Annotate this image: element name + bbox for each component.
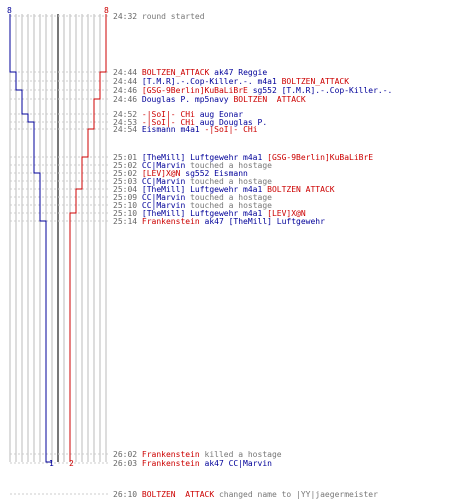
player-count-graph <box>9 14 110 495</box>
event-time: 25:02 <box>113 161 142 170</box>
event-text: Frankenstein <box>141 450 200 459</box>
event-text: sg552 <box>180 169 215 178</box>
event-text: Douglas P. <box>141 95 191 104</box>
event-row: 26:10 BOLTZEN ATTACK changed name to |YY… <box>113 490 378 499</box>
blue-team-line <box>9 14 52 463</box>
event-text: m4a1 <box>238 185 268 194</box>
event-row: 24:32 round started <box>113 12 205 21</box>
event-text: CC|Marvin <box>141 161 186 170</box>
event-text: BOLTZEN_ATTACK <box>281 77 350 86</box>
event-text: Eismann <box>214 169 248 178</box>
event-time: 25:09 <box>113 193 142 202</box>
event-text: BOLTZEN ATTACK <box>267 185 335 194</box>
event-time: 25:04 <box>113 185 142 194</box>
event-text: m4a1 <box>238 209 268 218</box>
event-text: [LEV]X@N <box>141 169 181 178</box>
event-row: 25:03 CC|Marvin touched a hostage <box>113 177 272 186</box>
event-text: CC|Marvin <box>228 459 272 468</box>
event-row: 24:44 [T.M.R].-.Cop-Killer.-. m4a1 BOLTZ… <box>113 77 349 86</box>
event-text: [T.M.R].-.Cop-Killer.-. <box>141 77 253 86</box>
event-text: killed a hostage <box>199 450 282 459</box>
event-text: m4a1 <box>175 125 205 134</box>
event-text: changed name to |YY|jaegermeister <box>214 490 378 499</box>
event-time: 26:03 <box>113 459 142 468</box>
event-row: 24:44 BOLTZEN_ATTACK ak47 Reggie <box>113 68 267 77</box>
red-start-count: 8 <box>104 6 109 15</box>
event-row: 25:09 CC|Marvin touched a hostage <box>113 193 272 202</box>
event-row: 24:52 -|SoI|- CHi aug Eonar <box>113 110 243 119</box>
event-text: [TheMill] Luftgewehr <box>141 153 239 162</box>
event-text: [GSG-9Berlin]KuBaLiBrE <box>141 86 248 95</box>
event-time: 24:52 <box>113 110 142 119</box>
event-text: -|SoI|- CHi <box>141 110 195 119</box>
event-text: CC|Marvin <box>141 201 186 210</box>
event-text: sg552 <box>247 86 282 95</box>
event-row: 24:46 [GSG-9Berlin]KuBaLiBrE sg552 [T.M.… <box>113 86 392 95</box>
event-text: BOLTZEN ATTACK <box>141 490 215 499</box>
event-text: touched a hostage <box>185 201 272 210</box>
event-row: 25:10 CC|Marvin touched a hostage <box>113 201 272 210</box>
event-time: 24:32 <box>113 12 142 21</box>
red-end-count: 2 <box>69 459 74 468</box>
event-row: 25:02 CC|Marvin touched a hostage <box>113 161 272 170</box>
event-text: round started <box>141 12 205 21</box>
event-text: Frankenstein <box>141 217 200 226</box>
event-time: 25:03 <box>113 177 142 186</box>
event-time: 26:02 <box>113 450 142 459</box>
event-row: 24:54 Eismann m4a1 -|SoI|- CHi <box>113 125 258 134</box>
event-time: 24:44 <box>113 68 142 77</box>
event-text: ak47 <box>209 68 239 77</box>
event-time: 25:10 <box>113 201 142 210</box>
event-text: Douglas P. <box>218 118 268 127</box>
event-text: m4a1 <box>252 77 282 86</box>
event-text: touched a hostage <box>185 161 272 170</box>
event-text: [GSG-9Berlin]KuBaLiBrE <box>267 153 374 162</box>
event-time: 25:14 <box>113 217 142 226</box>
event-text: mp5navy <box>190 95 234 104</box>
blue-end-count: 1 <box>49 459 54 468</box>
event-row: 24:46 Douglas P. mp5navy BOLTZEN ATTACK <box>113 95 306 104</box>
event-text: [T.M.R].-.Cop-Killer.-. <box>281 86 393 95</box>
event-time: 25:01 <box>113 153 142 162</box>
event-time: 24:53 <box>113 118 142 127</box>
event-text: [LEV]X@N <box>267 209 306 218</box>
event-row: 24:53 -|SoI|- CHi aug Douglas P. <box>113 118 267 127</box>
event-text: CC|Marvin <box>141 177 186 186</box>
event-text: Frankenstein <box>141 459 200 468</box>
event-text: Eismann <box>141 125 176 134</box>
event-row: 26:03 Frankenstein ak47 CC|Marvin <box>113 459 272 468</box>
event-time: 24:46 <box>113 95 142 104</box>
event-text: BOLTZEN ATTACK <box>233 95 306 104</box>
event-row: 25:10 [TheMill] Luftgewehr m4a1 [LEV]X@N <box>113 209 306 218</box>
event-time: 25:02 <box>113 169 142 178</box>
event-text: touched a hostage <box>185 177 272 186</box>
event-text: [TheMill] Luftgewehr <box>228 217 325 226</box>
event-row: 25:14 Frankenstein ak47 [TheMill] Luftge… <box>113 217 325 226</box>
event-text: -|SoI|- CHi <box>141 118 195 127</box>
event-row: 25:02 [LEV]X@N sg552 Eismann <box>113 169 248 178</box>
red-team-line <box>69 14 107 462</box>
event-text: aug <box>194 118 219 127</box>
event-text: [TheMill] Luftgewehr <box>141 209 239 218</box>
event-text: BOLTZEN_ATTACK <box>141 68 210 77</box>
event-text: aug <box>194 110 219 119</box>
event-row: 25:01 [TheMill] Luftgewehr m4a1 [GSG-9Be… <box>113 153 373 162</box>
blue-start-count: 8 <box>7 6 12 15</box>
event-time: 24:46 <box>113 86 142 95</box>
event-text: m4a1 <box>238 153 268 162</box>
event-text: touched a hostage <box>185 193 272 202</box>
event-text: Eonar <box>218 110 244 119</box>
event-time: 25:10 <box>113 209 142 218</box>
event-text: -|SoI|- CHi <box>204 125 258 134</box>
event-text: [TheMill] Luftgewehr <box>141 185 239 194</box>
event-time: 24:54 <box>113 125 142 134</box>
event-text: Reggie <box>238 68 268 77</box>
event-time: 26:10 <box>113 490 142 499</box>
event-time: 24:44 <box>113 77 142 86</box>
event-row: 25:04 [TheMill] Luftgewehr m4a1 BOLTZEN … <box>113 185 335 194</box>
event-text: ak47 <box>199 459 229 468</box>
event-row: 26:02 Frankenstein killed a hostage <box>113 450 282 459</box>
event-text: ak47 <box>199 217 229 226</box>
event-text: CC|Marvin <box>141 193 186 202</box>
